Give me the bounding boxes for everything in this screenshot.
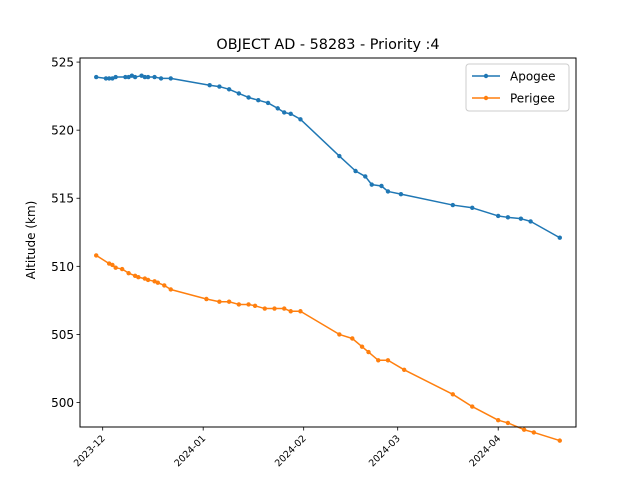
legend-label-apogee: Apogee bbox=[510, 70, 556, 84]
data-point-apogee-27 bbox=[353, 168, 358, 174]
data-point-apogee-21 bbox=[265, 100, 271, 106]
data-point-perigee-14 bbox=[204, 296, 209, 302]
data-point-perigee-35 bbox=[505, 420, 511, 426]
data-point-perigee-28 bbox=[366, 349, 371, 355]
data-point-apogee-8 bbox=[132, 74, 138, 80]
data-point-apogee-29 bbox=[369, 182, 374, 187]
data-point-apogee-26 bbox=[337, 153, 342, 159]
data-point-perigee-3 bbox=[113, 265, 118, 270]
data-point-apogee-28 bbox=[363, 174, 368, 179]
data-point-perigee-2 bbox=[110, 262, 115, 268]
data-point-apogee-19 bbox=[246, 95, 251, 100]
plot-frame bbox=[79, 57, 577, 428]
data-point-perigee-12 bbox=[162, 283, 167, 288]
data-point-apogee-32 bbox=[398, 191, 404, 197]
data-point-apogee-36 bbox=[505, 215, 511, 220]
data-point-apogee-38 bbox=[528, 219, 533, 224]
legend-marker-perigee bbox=[483, 95, 489, 101]
data-point-apogee-12 bbox=[152, 74, 157, 80]
data-point-apogee-16 bbox=[217, 84, 222, 89]
data-point-perigee-18 bbox=[246, 302, 251, 307]
y-axis-label: Altitude (km) bbox=[24, 201, 38, 280]
data-point-apogee-35 bbox=[496, 213, 501, 219]
data-point-apogee-17 bbox=[226, 87, 232, 92]
data-point-apogee-24 bbox=[288, 111, 293, 117]
data-point-perigee-37 bbox=[531, 430, 537, 435]
y-tick-label: 515 bbox=[51, 192, 74, 206]
data-point-apogee-13 bbox=[158, 76, 164, 81]
data-point-perigee-0 bbox=[94, 253, 99, 258]
data-point-perigee-16 bbox=[226, 299, 232, 304]
data-point-perigee-23 bbox=[288, 309, 293, 314]
data-point-perigee-24 bbox=[298, 309, 303, 314]
data-point-apogee-4 bbox=[113, 74, 118, 80]
data-point-perigee-22 bbox=[282, 306, 287, 311]
data-point-apogee-31 bbox=[385, 189, 391, 194]
data-point-perigee-4 bbox=[119, 266, 125, 272]
data-point-apogee-11 bbox=[145, 74, 151, 80]
data-point-apogee-20 bbox=[256, 98, 261, 103]
data-point-apogee-37 bbox=[518, 216, 524, 221]
legend: Apogee Perigee bbox=[465, 63, 570, 112]
data-point-apogee-2 bbox=[106, 76, 112, 81]
data-point-perigee-34 bbox=[496, 417, 501, 423]
legend-marker-apogee bbox=[483, 73, 489, 79]
data-point-apogee-15 bbox=[207, 83, 212, 88]
data-point-perigee-19 bbox=[252, 303, 258, 309]
data-point-perigee-36 bbox=[521, 427, 527, 432]
plot-area bbox=[94, 73, 562, 443]
data-point-perigee-38 bbox=[557, 438, 562, 443]
y-tick-label: 510 bbox=[51, 260, 74, 274]
data-point-apogee-0 bbox=[94, 74, 99, 80]
data-point-perigee-7 bbox=[136, 275, 141, 280]
data-point-apogee-39 bbox=[557, 235, 562, 240]
data-point-apogee-22 bbox=[275, 106, 280, 111]
data-point-perigee-25 bbox=[337, 332, 342, 337]
data-point-apogee-5 bbox=[123, 74, 128, 80]
data-point-perigee-27 bbox=[359, 344, 365, 349]
data-point-apogee-14 bbox=[168, 76, 173, 81]
data-point-apogee-23 bbox=[282, 110, 287, 115]
data-point-apogee-10 bbox=[142, 74, 148, 80]
data-point-perigee-29 bbox=[376, 358, 381, 363]
data-point-perigee-21 bbox=[272, 306, 277, 311]
data-point-perigee-20 bbox=[262, 306, 267, 311]
chart-title: OBJECT AD - 58283 - Priority :4 bbox=[216, 37, 439, 53]
data-point-perigee-15 bbox=[217, 299, 222, 304]
data-point-perigee-17 bbox=[236, 302, 242, 307]
data-point-perigee-13 bbox=[168, 287, 173, 292]
legend-label-perigee: Perigee bbox=[510, 92, 555, 106]
data-point-apogee-30 bbox=[379, 183, 384, 189]
data-point-apogee-1 bbox=[103, 76, 109, 81]
data-point-apogee-33 bbox=[450, 202, 456, 208]
y-tick-label: 500 bbox=[51, 396, 74, 410]
data-point-perigee-33 bbox=[470, 404, 475, 409]
y-tick-label: 520 bbox=[51, 124, 74, 138]
data-point-perigee-31 bbox=[401, 367, 407, 373]
y-tick-label: 505 bbox=[51, 328, 74, 342]
data-point-apogee-34 bbox=[470, 205, 475, 210]
data-point-perigee-9 bbox=[145, 277, 151, 283]
data-point-perigee-26 bbox=[350, 336, 355, 341]
data-point-perigee-11 bbox=[155, 280, 160, 285]
data-point-apogee-18 bbox=[236, 91, 242, 96]
data-point-perigee-5 bbox=[126, 270, 131, 276]
data-point-apogee-25 bbox=[298, 117, 303, 122]
data-point-perigee-32 bbox=[450, 392, 456, 397]
y-tick-label: 525 bbox=[51, 56, 74, 70]
data-point-perigee-30 bbox=[385, 358, 391, 363]
